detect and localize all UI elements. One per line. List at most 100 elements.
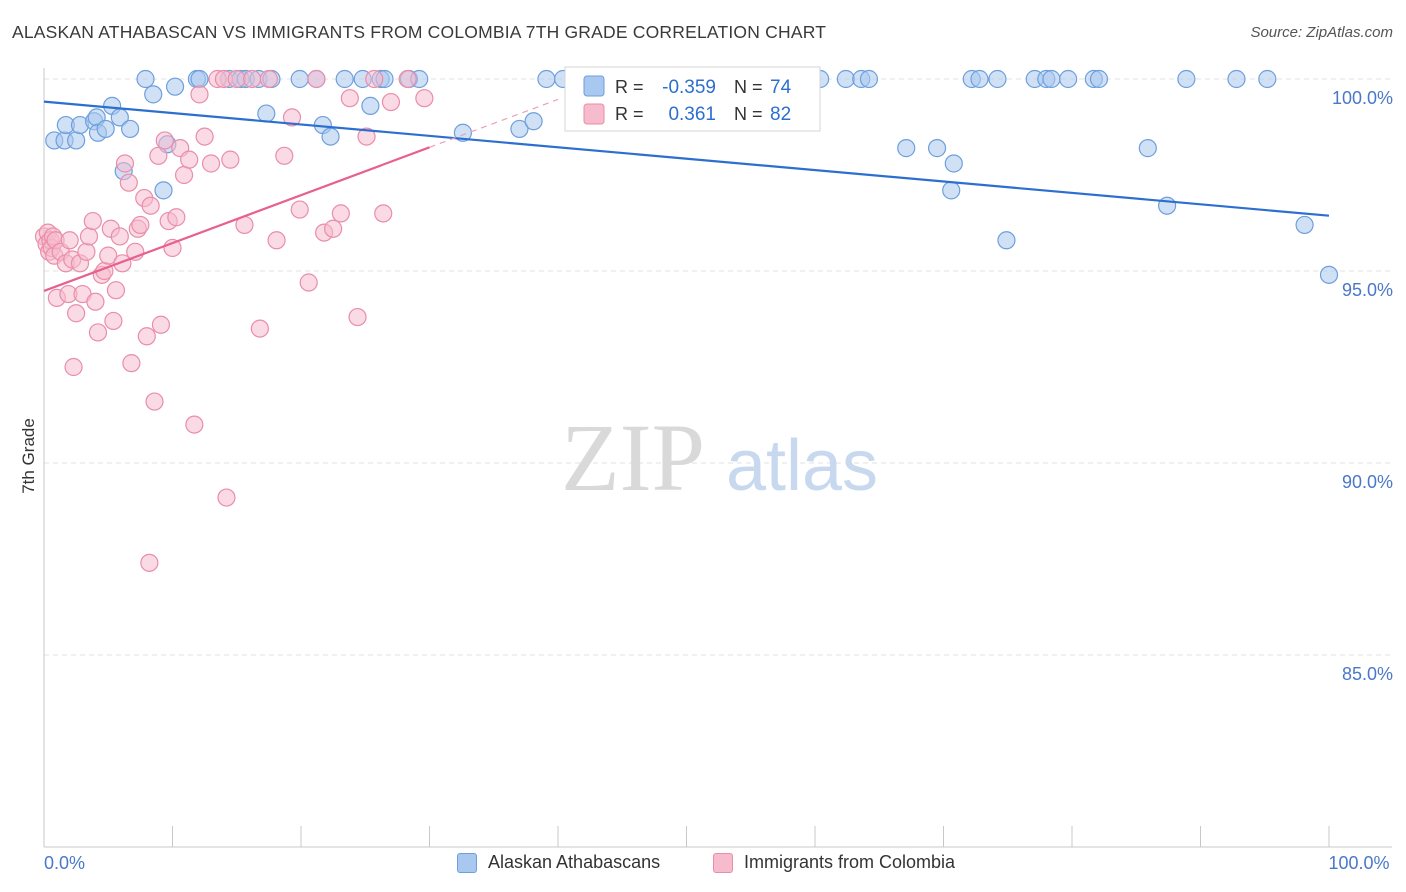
- colombia-point: [331, 204, 350, 223]
- colombia-point: [217, 488, 236, 507]
- x-tick-label: 0.0%: [44, 853, 85, 873]
- athabascan-point: [335, 69, 354, 89]
- athabascan-point: [1138, 139, 1157, 158]
- athabascan-point: [970, 69, 989, 89]
- athabascan-point: [836, 69, 855, 89]
- colombia-point: [115, 154, 135, 173]
- colombia-point: [221, 150, 240, 169]
- y-tick-label: 85.0%: [1342, 664, 1393, 684]
- legend-label-athabascans: Alaskan Athabascans: [488, 852, 661, 872]
- stat-n-label-2: N =: [734, 104, 763, 124]
- colombia-point: [374, 204, 393, 223]
- athabascan-point: [1258, 69, 1277, 89]
- athabascan-point: [67, 131, 86, 150]
- colombia-point: [110, 227, 129, 246]
- colombia-point: [195, 127, 214, 146]
- colombia-trend-line: [43, 146, 430, 292]
- tick-labels: 100.0% 95.0% 90.0% 85.0% 0.0% 100.0%: [44, 88, 1393, 873]
- colombia-point: [282, 108, 302, 127]
- colombia-point: [131, 215, 150, 235]
- colombia-point: [155, 131, 174, 150]
- colombia-point: [88, 323, 108, 342]
- colombia-point: [141, 196, 160, 215]
- colombia-point: [122, 354, 141, 373]
- colombia-point: [348, 307, 367, 327]
- athabascan-point: [988, 69, 1007, 89]
- colombia-point: [149, 146, 168, 165]
- legend-item-colombia: Immigrants from Colombia: [713, 852, 955, 873]
- athabascan-point: [1042, 69, 1061, 89]
- athabascan-trend-line: [43, 100, 1330, 217]
- colombia-point: [243, 69, 262, 89]
- gridlines: [44, 78, 1392, 656]
- y-tick-label: 90.0%: [1342, 472, 1393, 492]
- colombia-point: [190, 85, 209, 104]
- athabascan-point: [1319, 265, 1339, 284]
- colombia-point: [259, 69, 278, 89]
- y-tick-label: 95.0%: [1342, 280, 1393, 300]
- colombia-point: [180, 150, 199, 169]
- stat-r-label-1: R =: [615, 77, 644, 97]
- colombia-point: [227, 69, 246, 89]
- colombia-point: [99, 246, 118, 265]
- colombia-point: [365, 69, 384, 89]
- axes: [43, 68, 1392, 848]
- colombia-point: [324, 219, 343, 238]
- colombia-point: [167, 208, 186, 227]
- stat-legend-swatch-blue: [583, 75, 605, 97]
- colombia-point: [267, 231, 286, 250]
- colombia-point: [185, 415, 204, 434]
- athabascan-point: [190, 69, 209, 89]
- colombia-point: [77, 242, 96, 261]
- stat-n-value-2: 82: [770, 104, 791, 125]
- colombia-point: [67, 304, 86, 323]
- athabascan-point: [290, 69, 309, 89]
- athabascan-point: [165, 77, 185, 96]
- colombia-point: [119, 173, 138, 192]
- stat-legend: R = -0.359 N = 74 R = 0.361 N = 82: [564, 66, 821, 132]
- athabascan-point: [96, 119, 115, 139]
- series-legend: Alaskan Athabascans Immigrants from Colo…: [0, 852, 1406, 878]
- athabascan-point: [537, 69, 556, 89]
- colombia-point: [140, 553, 159, 572]
- athabascan-point: [1227, 69, 1246, 89]
- athabascan-point: [1089, 69, 1109, 89]
- y-axis-title: 7th Grade: [19, 418, 38, 494]
- stat-n-label-1: N =: [734, 77, 763, 97]
- athabascan-point: [1177, 69, 1196, 89]
- colombia-point: [83, 211, 102, 231]
- colombia-point: [201, 154, 221, 173]
- trend-lines: [43, 98, 1330, 292]
- colombia-point: [145, 392, 164, 411]
- legend-item-athabascans: Alaskan Athabascans: [457, 852, 660, 873]
- colombia-point: [357, 127, 376, 146]
- athabascan-point: [859, 69, 879, 89]
- colombia-point: [174, 165, 194, 185]
- athabascan-point: [361, 96, 380, 115]
- colombia-trend-extension: [429, 98, 559, 148]
- stat-legend-swatch-pink: [583, 103, 605, 125]
- watermark-zip: ZIP: [561, 404, 705, 511]
- colombia-point: [290, 200, 309, 219]
- colombia-point: [275, 146, 294, 165]
- stat-r-value-2: 0.361: [663, 104, 716, 125]
- colombia-point: [340, 89, 359, 108]
- colombia-point: [151, 315, 171, 334]
- colombia-point: [60, 231, 79, 250]
- colombia-point: [381, 92, 401, 112]
- athabascan-point: [1295, 215, 1314, 235]
- legend-swatch-blue: [457, 852, 477, 873]
- athabascan-point: [136, 69, 155, 89]
- source-credit: Source: ZipAtlas.com: [1250, 24, 1393, 41]
- athabascan-point: [144, 85, 163, 104]
- x-tick-label: 100.0%: [1328, 853, 1389, 873]
- colombia-point: [86, 292, 105, 311]
- athabascan-point: [927, 139, 947, 158]
- stat-legend-box: [564, 66, 821, 132]
- colombia-point: [398, 69, 417, 89]
- athabascan-point: [1059, 69, 1078, 89]
- stat-n-value-1: 74: [770, 77, 792, 98]
- athabascan-point: [453, 123, 473, 142]
- stat-r-label-2: R =: [615, 104, 644, 124]
